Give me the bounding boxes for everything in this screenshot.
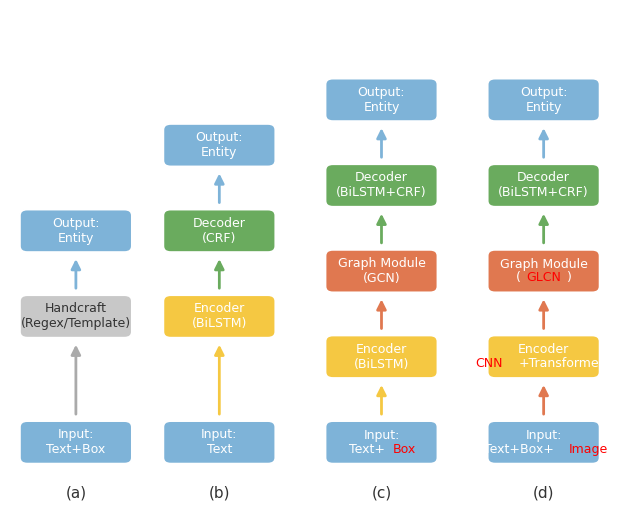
Text: (c): (c) xyxy=(372,485,392,500)
FancyBboxPatch shape xyxy=(487,164,600,207)
Text: Encoder
(BiLSTM): Encoder (BiLSTM) xyxy=(354,343,409,371)
Text: (: ( xyxy=(466,357,471,370)
FancyBboxPatch shape xyxy=(325,164,437,207)
Text: Handcraft
(Regex/Template): Handcraft (Regex/Template) xyxy=(21,303,131,330)
Text: Input:: Input: xyxy=(525,429,562,442)
Text: Image: Image xyxy=(569,443,608,456)
Text: (b): (b) xyxy=(209,485,230,500)
Text: Graph Module: Graph Module xyxy=(500,258,588,271)
Text: Input:
Text+Box: Input: Text+Box xyxy=(46,429,106,456)
Text: Output:
Entity: Output: Entity xyxy=(520,86,568,114)
Text: Input:
Text: Input: Text xyxy=(201,429,238,456)
FancyBboxPatch shape xyxy=(20,421,132,464)
Text: +Transformer): +Transformer) xyxy=(519,357,609,370)
Text: Encoder: Encoder xyxy=(518,344,569,356)
Text: Output:
Entity: Output: Entity xyxy=(358,86,405,114)
Text: Box: Box xyxy=(392,443,416,456)
FancyBboxPatch shape xyxy=(325,250,437,292)
Text: Graph Module
(GCN): Graph Module (GCN) xyxy=(337,257,425,285)
Text: CNN: CNN xyxy=(475,357,503,370)
Text: Input:: Input: xyxy=(363,429,399,442)
Text: GLCN: GLCN xyxy=(526,271,561,284)
FancyBboxPatch shape xyxy=(163,421,276,464)
FancyBboxPatch shape xyxy=(487,78,600,121)
FancyBboxPatch shape xyxy=(20,209,132,252)
Text: Output:
Entity: Output: Entity xyxy=(52,217,100,245)
FancyBboxPatch shape xyxy=(325,335,437,378)
Text: Encoder
(BiLSTM): Encoder (BiLSTM) xyxy=(191,303,247,330)
Text: (a): (a) xyxy=(65,485,87,500)
Text: Decoder
(BiLSTM+CRF): Decoder (BiLSTM+CRF) xyxy=(498,172,589,200)
Text: ): ) xyxy=(566,271,571,284)
FancyBboxPatch shape xyxy=(487,335,600,378)
FancyBboxPatch shape xyxy=(487,250,600,292)
Text: Output:
Entity: Output: Entity xyxy=(195,131,243,159)
Text: (: ( xyxy=(516,271,521,284)
FancyBboxPatch shape xyxy=(487,421,600,464)
FancyBboxPatch shape xyxy=(325,78,437,121)
FancyBboxPatch shape xyxy=(163,295,276,338)
Text: Text+: Text+ xyxy=(349,443,385,456)
Text: Decoder
(BiLSTM+CRF): Decoder (BiLSTM+CRF) xyxy=(336,172,427,200)
FancyBboxPatch shape xyxy=(20,295,132,338)
Text: (d): (d) xyxy=(533,485,554,500)
Text: Text+Box+: Text+Box+ xyxy=(483,443,554,456)
Text: Decoder
(CRF): Decoder (CRF) xyxy=(193,217,246,245)
FancyBboxPatch shape xyxy=(325,421,437,464)
FancyBboxPatch shape xyxy=(163,124,276,166)
FancyBboxPatch shape xyxy=(163,209,276,252)
